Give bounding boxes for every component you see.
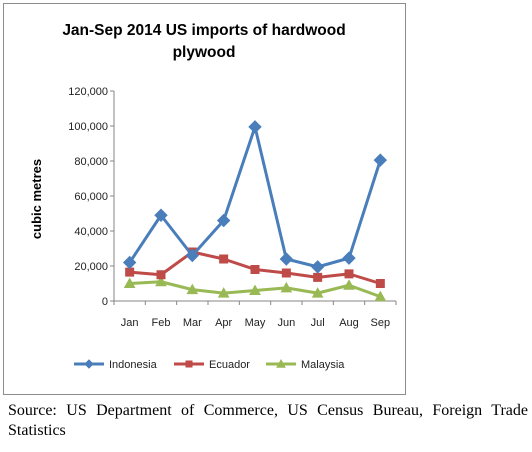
data-point-square — [313, 272, 323, 282]
data-point-diamond — [373, 153, 388, 167]
data-point-diamond — [185, 248, 200, 263]
data-point-triangle — [280, 281, 293, 293]
x-tick-label: Aug — [339, 317, 359, 329]
data-point-triangle — [186, 283, 199, 295]
x-tick-label: May — [245, 317, 266, 329]
y-tick-label: 40,000 — [74, 226, 108, 238]
data-point-triangle — [249, 284, 261, 295]
legend-item-malaysia: Malaysia — [266, 358, 345, 371]
y-axis-label: cubic metres — [29, 159, 44, 239]
data-point-diamond — [84, 359, 94, 369]
x-tick-label: Apr — [215, 317, 232, 329]
y-tick-label: 120,000 — [68, 86, 108, 98]
data-point-triangle — [311, 287, 324, 298]
y-tick-labels: 0 20,000 40,000 60,000 80,000 100,000 120,000 — [68, 86, 108, 308]
y-tick-label: 80,000 — [74, 156, 108, 168]
data-point-square — [375, 279, 385, 288]
data-point-triangle — [123, 277, 136, 288]
legend: Indonesia Ecuador Malaysia — [74, 358, 345, 371]
series-layer — [122, 120, 388, 302]
data-point-diamond — [122, 255, 137, 270]
y-tick-label: 60,000 — [74, 191, 108, 203]
x-tick-label: Feb — [152, 317, 171, 329]
series-line — [128, 125, 382, 269]
data-point-diamond — [310, 260, 325, 274]
data-point-square — [281, 268, 291, 278]
x-tick-label: Jan — [121, 317, 139, 329]
data-point-triangle — [374, 290, 387, 302]
x-tick-label: Sep — [371, 317, 391, 329]
series-ecuador — [125, 247, 385, 288]
data-point-square — [219, 254, 229, 264]
chart-svg: Jan-Sep 2014 US imports of hardwood plyw… — [29, 22, 397, 371]
x-tick-labels: Jan Feb Mar Apr May Jun Jul Aug Sep — [121, 317, 390, 329]
data-point-square — [156, 270, 166, 280]
data-point-square — [344, 269, 354, 279]
legend-item-indonesia: Indonesia — [74, 359, 158, 371]
x-tick-label: Mar — [183, 317, 202, 329]
series-indonesia — [122, 120, 388, 274]
data-point-square — [125, 267, 135, 277]
x-tick-label: Jul — [311, 317, 325, 329]
legend-item-ecuador: Ecuador — [174, 359, 250, 371]
source-note: Source: US Department of Commerce, US Ce… — [8, 402, 528, 439]
data-point-square — [185, 360, 193, 368]
x-tick-label: Jun — [277, 317, 295, 329]
data-point-square — [250, 265, 260, 274]
data-point-triangle — [276, 358, 286, 368]
series-malaysia — [123, 275, 387, 302]
chart-title-line-2: plywood — [173, 44, 236, 61]
data-point-diamond — [154, 208, 168, 222]
chart-frame: Jan-Sep 2014 US imports of hardwood plyw… — [3, 3, 406, 395]
data-point-triangle — [217, 287, 230, 298]
data-point-triangle — [155, 275, 167, 287]
legend-label: Malaysia — [301, 359, 345, 371]
data-point-diamond — [216, 213, 231, 228]
data-point-diamond — [248, 120, 262, 134]
data-point-diamond — [342, 251, 356, 265]
data-point-triangle — [343, 279, 355, 290]
y-tick-label: 20,000 — [74, 261, 108, 273]
legend-label: Ecuador — [209, 359, 250, 371]
axes — [110, 90, 397, 305]
y-tick-label: 100,000 — [68, 121, 108, 133]
y-tick-label: 0 — [102, 296, 108, 308]
legend-label: Indonesia — [109, 359, 158, 371]
chart-title-line-1: Jan-Sep 2014 US imports of hardwood — [62, 22, 345, 39]
data-point-diamond — [279, 252, 294, 266]
